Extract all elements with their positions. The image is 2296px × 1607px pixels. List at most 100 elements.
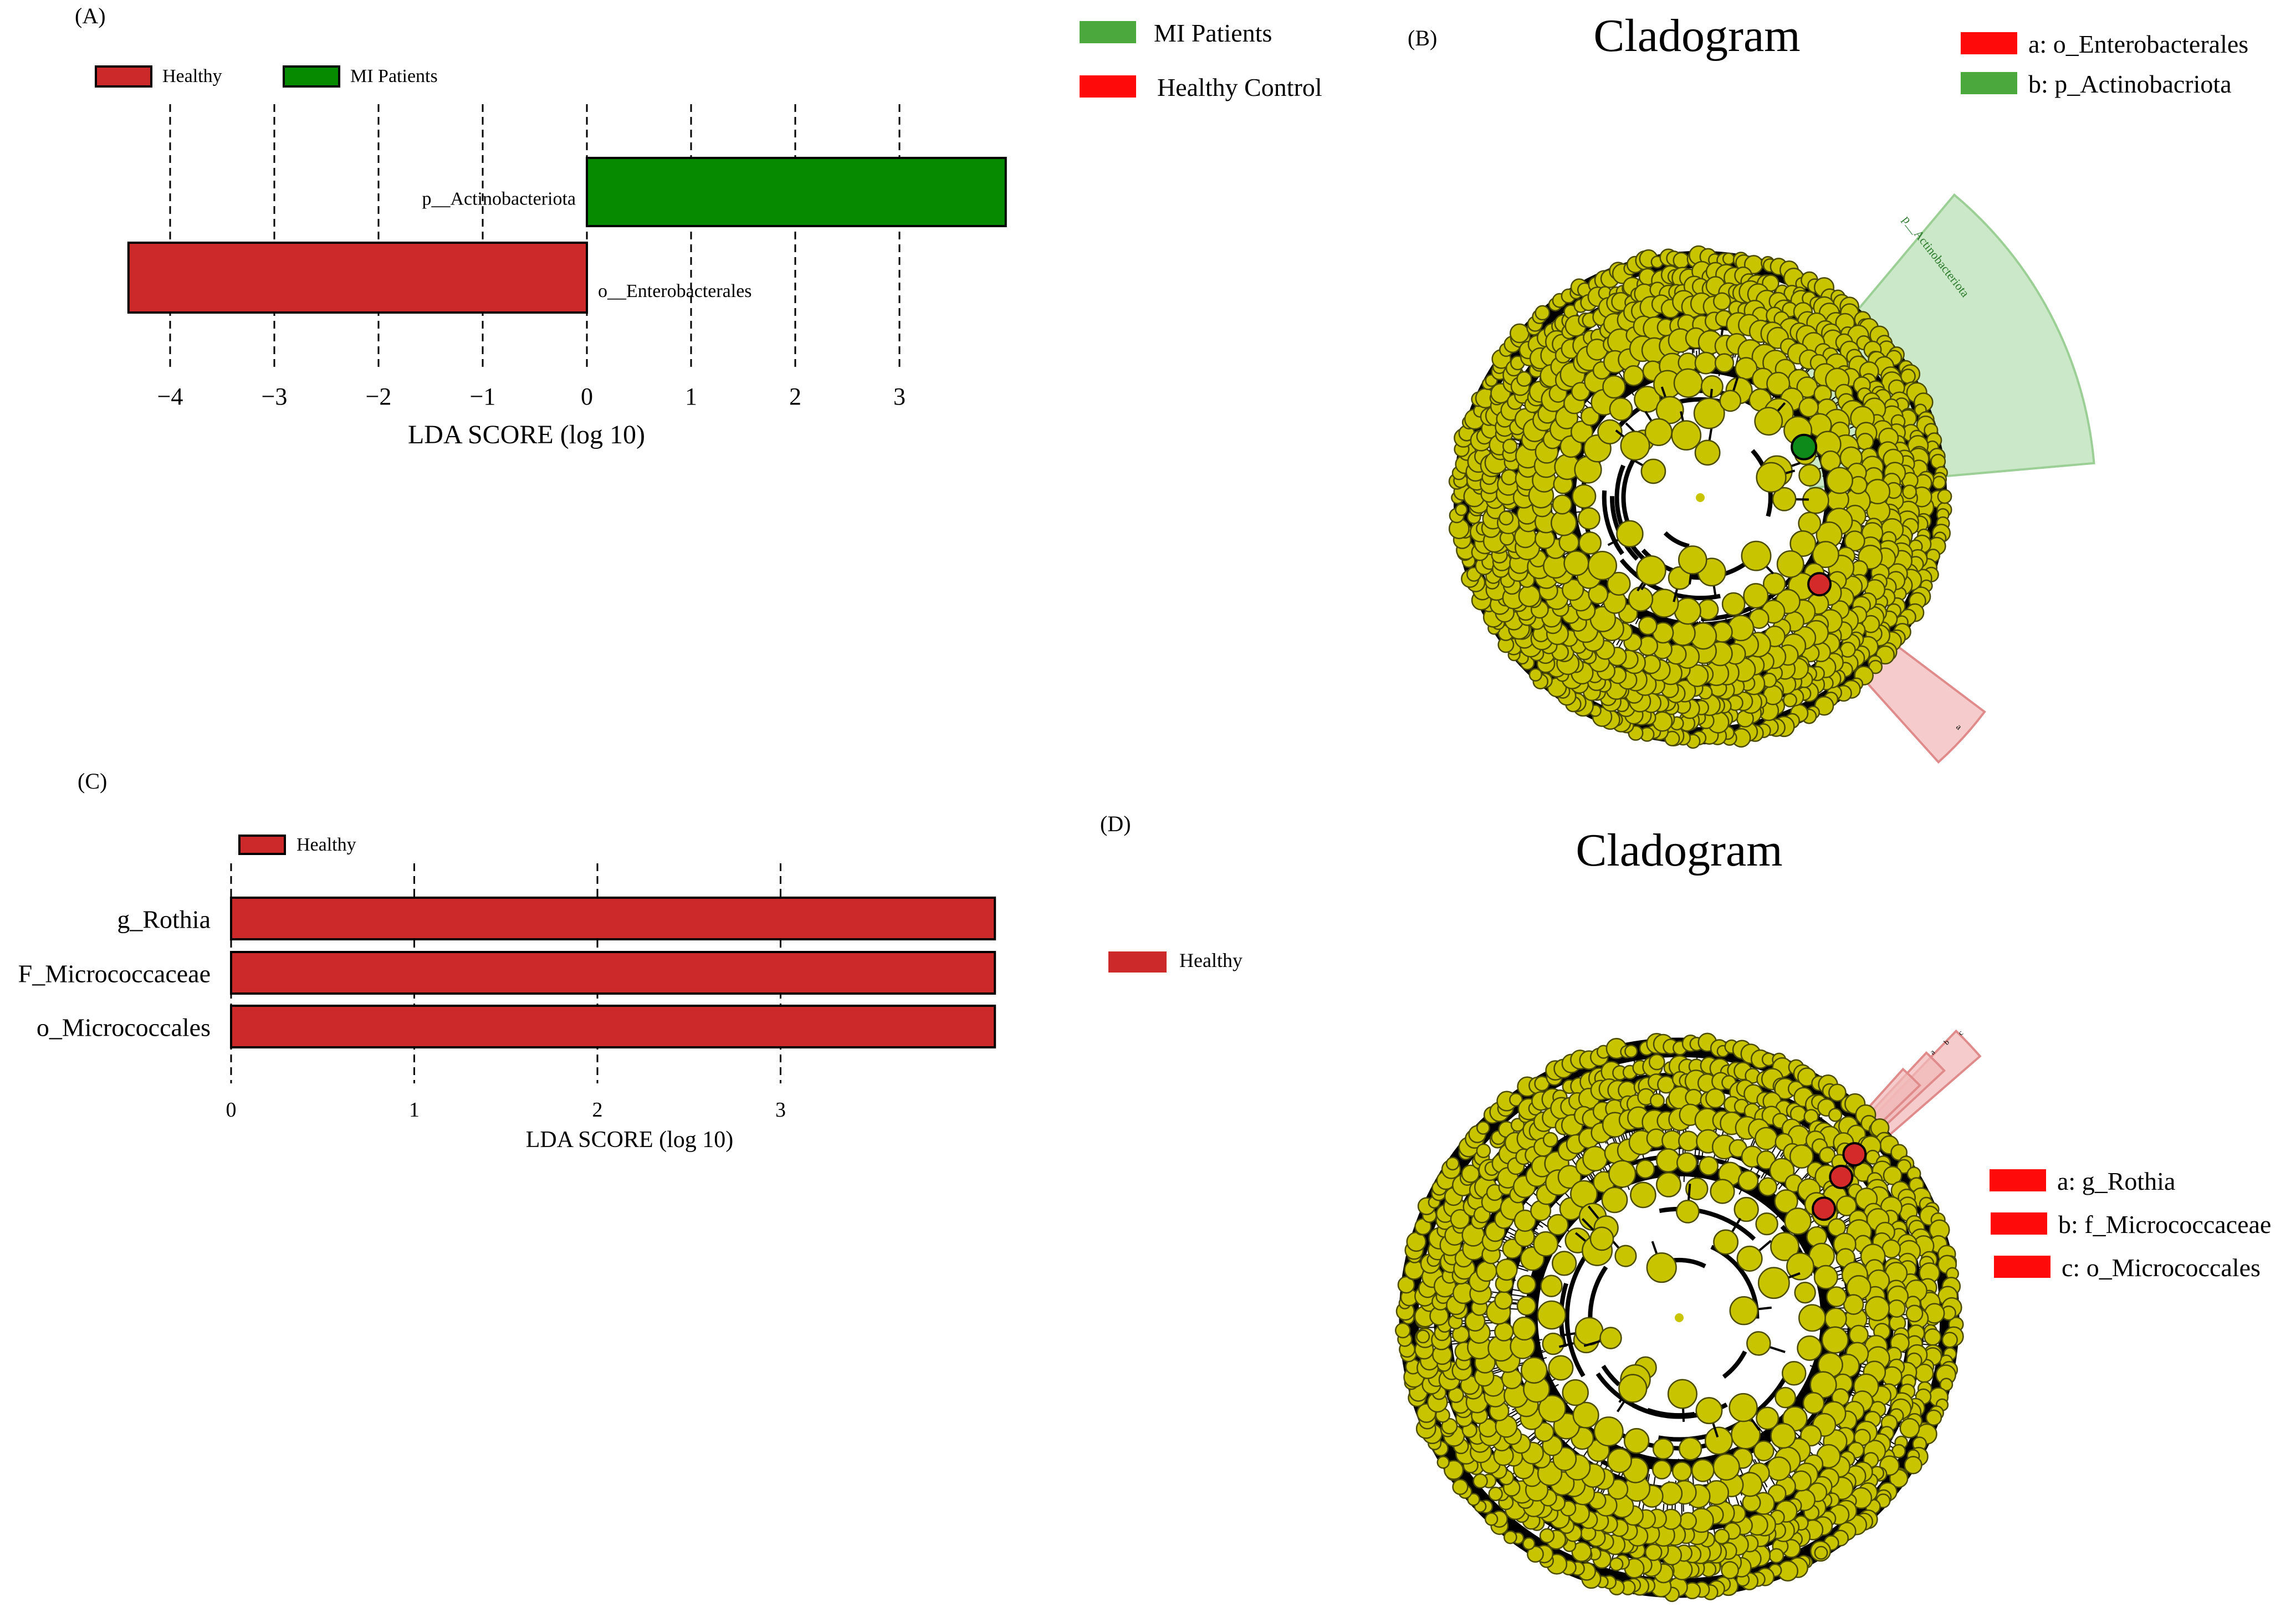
x-tick-label: 3 [775, 1098, 786, 1122]
clade-node [1608, 1160, 1637, 1188]
clade-node [1727, 615, 1755, 642]
legend-label: b: p_Actinobacriota [2028, 70, 2232, 98]
x-tick-label: 1 [409, 1098, 420, 1122]
clade-node [1572, 484, 1597, 509]
clade-node [1939, 1378, 1954, 1391]
clade-node [1635, 1159, 1655, 1179]
clade-node [1766, 371, 1791, 396]
clade-node [1513, 1209, 1536, 1232]
clade-node [1899, 1417, 1920, 1439]
clade-arc [1659, 1206, 1756, 1241]
clade-arc [1602, 490, 1624, 555]
clade-node [1467, 1493, 1480, 1506]
clade-node [1607, 571, 1631, 596]
bar-category-label: g_Rothia [117, 905, 211, 934]
clade-branch [1635, 612, 1642, 625]
clade-node [1736, 1245, 1763, 1272]
clade-node [1896, 1159, 1912, 1174]
panel-b-group-legend: MI Patients Healthy Control [1080, 19, 1322, 101]
bar [230, 951, 996, 995]
clade-node [1537, 1300, 1567, 1330]
panel-a-grid [169, 104, 901, 370]
clade-highlight-node [1807, 572, 1832, 597]
bar-category-label: o_Micrococcales [37, 1014, 211, 1042]
clade-node [1746, 1331, 1771, 1356]
legend-label: MI Patients [1154, 19, 1272, 47]
clade-arc [1614, 464, 1645, 561]
clade-node [1589, 1226, 1614, 1251]
clade-node [1856, 433, 1874, 451]
clade-node [1925, 1409, 1942, 1426]
clade-node [1609, 1557, 1624, 1572]
clade-node [1775, 1386, 1796, 1409]
clade-node [1494, 1291, 1513, 1310]
clade-node [1609, 397, 1633, 421]
clade-node [1671, 420, 1702, 451]
clade-node [1904, 1456, 1922, 1475]
clade-node [1587, 551, 1618, 581]
clade-arc [1722, 1350, 1747, 1379]
clade-node [1802, 1392, 1825, 1414]
legend-label: Healthy Control [1157, 73, 1322, 101]
clade-node [1397, 1276, 1415, 1294]
panel-a: (A) Healthy MI Patients p__Actinobacterio… [75, 3, 1007, 449]
clade-node [1798, 397, 1819, 418]
clade-node [1755, 1212, 1778, 1236]
clade-node [1636, 555, 1666, 586]
clade-node [1416, 1329, 1430, 1344]
clade-node [1813, 1265, 1838, 1289]
panel-a-x-axis-label: LDA SCORE (log 10) [408, 420, 645, 449]
clade-node [1571, 1542, 1592, 1562]
clade-highlight-node [1791, 433, 1818, 460]
clade-node [1700, 375, 1724, 398]
clade-node [1624, 1045, 1638, 1058]
clade-node [1685, 1088, 1703, 1107]
clade-node [1824, 1307, 1847, 1330]
clade-node [1476, 1120, 1490, 1135]
panel-b: (B) Cladogram MI Patients Healthy Control… [1080, 10, 2248, 764]
clade-node [1741, 540, 1772, 571]
clade-node [1774, 1189, 1798, 1214]
bar-category-label: F_Micrococcaceae [18, 960, 211, 988]
x-tick-label: −3 [262, 383, 288, 410]
clade-node [1620, 431, 1650, 461]
clade-node [1737, 1170, 1759, 1191]
clade-node [1941, 1332, 1958, 1348]
clade-node [1772, 487, 1797, 511]
clade-node [1836, 1195, 1857, 1216]
bar-category-label: p__Actinobacteriota [422, 189, 576, 209]
legend-swatch [1080, 75, 1136, 98]
clade-node [1905, 1304, 1924, 1323]
clade-node [1516, 1296, 1537, 1316]
bar-category-label: o__Enterobacterales [598, 281, 752, 301]
clade-node [1794, 1281, 1816, 1304]
clade-node [1516, 371, 1532, 387]
clade-node [1552, 494, 1572, 515]
legend-label: a: g_Rothia [2057, 1167, 2175, 1195]
clade-node [1770, 1422, 1796, 1449]
clade-node [1756, 1406, 1779, 1430]
clade-node [1678, 545, 1707, 575]
clade-node [1678, 1130, 1699, 1151]
clade-node [1527, 1545, 1544, 1563]
clade-node [1485, 1512, 1499, 1526]
clade-node [1476, 1260, 1497, 1282]
clade-node [1655, 396, 1684, 424]
clade-node [1902, 484, 1917, 499]
clade-node [1520, 1357, 1548, 1384]
clade-node [1540, 1275, 1563, 1297]
clade-node [1528, 668, 1542, 682]
clade-node [1648, 1053, 1665, 1071]
clade-node [1562, 579, 1584, 601]
panel-c-legend: Healthy [238, 835, 356, 855]
clade-node [1667, 1379, 1697, 1409]
clade-node [1607, 1448, 1632, 1473]
clade-node [1766, 1456, 1791, 1481]
clade-node [1563, 550, 1589, 576]
clade-node [1758, 1177, 1778, 1196]
clade-node [1542, 1132, 1558, 1148]
clade-node [1814, 1545, 1828, 1560]
legend-swatch [1108, 951, 1167, 973]
clade-node [1638, 616, 1658, 636]
clade-node [1699, 1156, 1719, 1176]
